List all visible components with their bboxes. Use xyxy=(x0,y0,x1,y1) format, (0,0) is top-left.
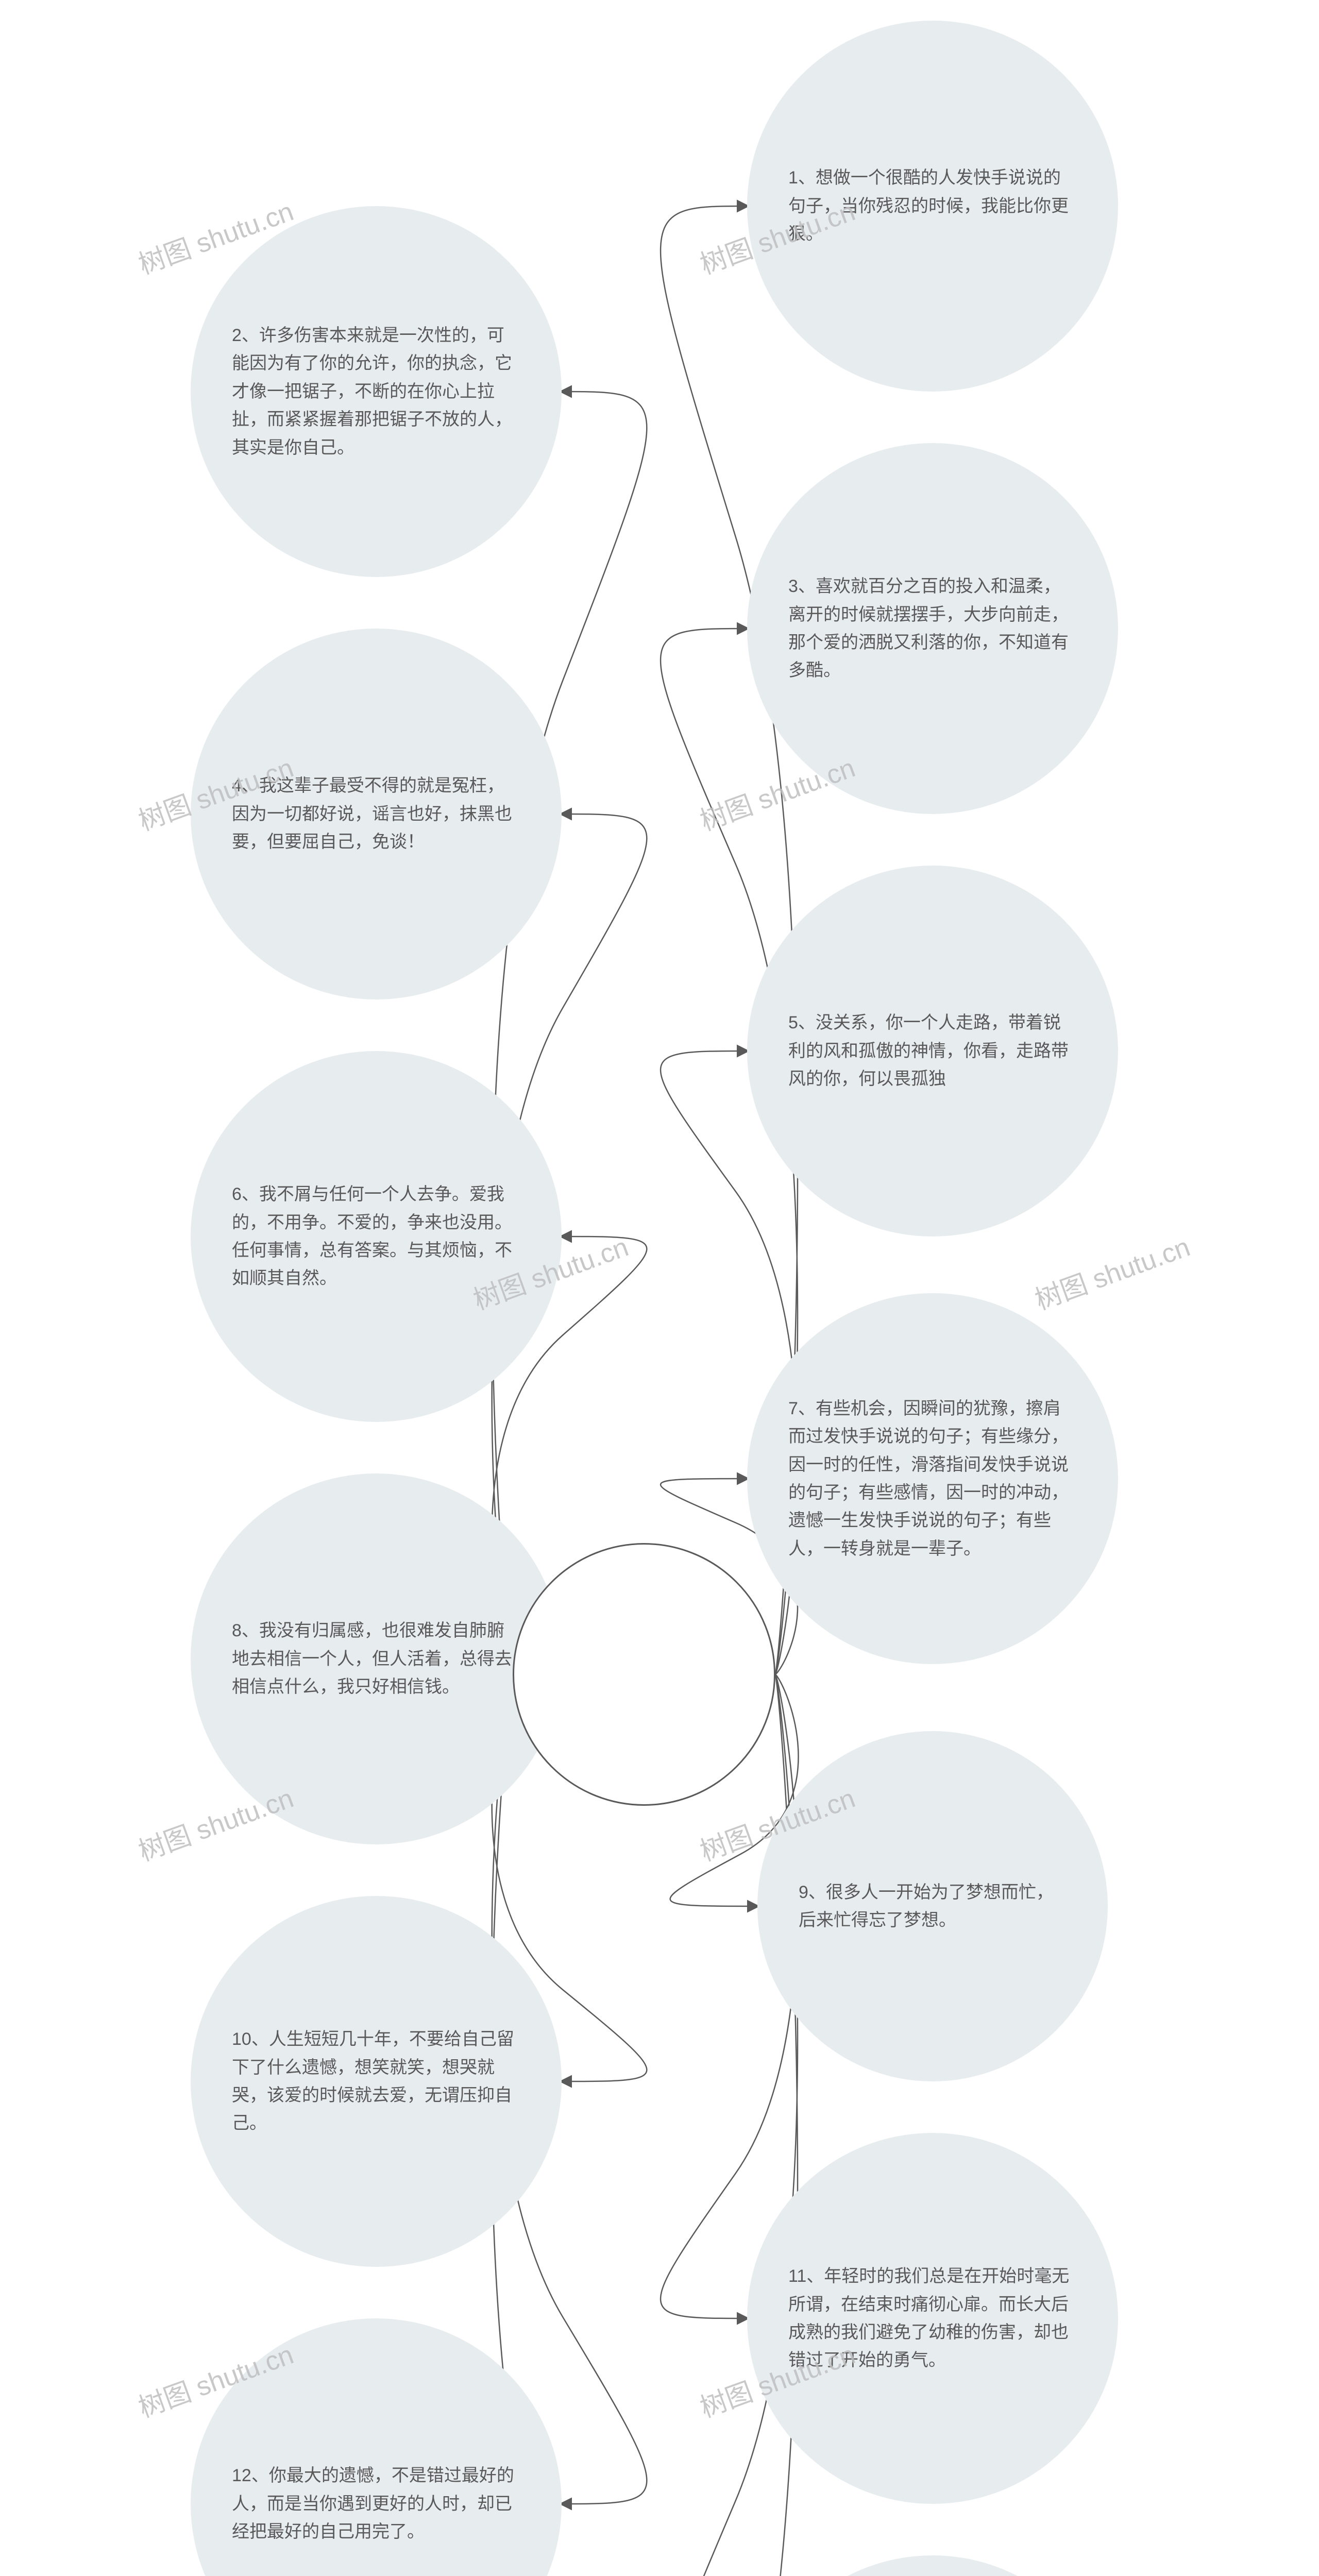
mindmap-node: 2、许多伤害本来就是一次性的，可能因为有了你的允许，你的执念，它才像一把锯子，不… xyxy=(191,206,562,577)
mindmap-node-text: 9、很多人一开始为了梦想而忙，后来忙得忘了梦想。 xyxy=(757,1878,1108,1935)
mindmap-node: 12、你最大的遗憾，不是错过最好的人，而是当你遇到更好的人时，却已经把最好的自己… xyxy=(191,2318,562,2576)
mindmap-node-text: 7、有些机会，因瞬间的犹豫，擦肩而过发快手说说的句子；有些缘分，因一时的任性，滑… xyxy=(747,1395,1118,1563)
mindmap-node-text: 6、我不屑与任何一个人去争。爱我的，不用争。不爱的，争来也没用。任何事情，总有答… xyxy=(191,1180,562,1293)
mindmap-node-text: 2、许多伤害本来就是一次性的，可能因为有了你的允许，你的执念，它才像一把锯子，不… xyxy=(191,321,562,462)
mindmap-node-text: 4、我这辈子最受不得的就是冤枉，因为一切都好说，谣言也好，抹黑也要，但要屈自己，… xyxy=(191,772,562,856)
mindmap-node-text: 3、喜欢就百分之百的投入和温柔，离开的时候就摆摆手，大步向前走，那个爱的洒脱又利… xyxy=(747,572,1118,685)
mindmap-node: 4、我这辈子最受不得的就是冤枉，因为一切都好说，谣言也好，抹黑也要，但要屈自己，… xyxy=(191,629,562,999)
mindmap-node: 10、人生短短几十年，不要给自己留下了什么遗憾，想笑就笑，想哭就哭，该爱的时候就… xyxy=(191,1896,562,2267)
mindmap-stage: 1、想做一个很酷的人发快手说说的句子，当你残忍的时候，我能比你更狠。 2、许多伤害… xyxy=(0,0,1319,2576)
mindmap-node: 1、想做一个很酷的人发快手说说的句子，当你残忍的时候，我能比你更狠。 xyxy=(747,21,1118,392)
mindmap-node: 7、有些机会，因瞬间的犹豫，擦肩而过发快手说说的句子；有些缘分，因一时的任性，滑… xyxy=(747,1293,1118,1664)
mindmap-node: 11、年轻时的我们总是在开始时毫无所谓，在结束时痛彻心扉。而长大后成熟的我们避免… xyxy=(747,2133,1118,2504)
mindmap-node: 5、没关系，你一个人走路，带着锐利的风和孤傲的神情，你看，走路带风的你，何以畏孤… xyxy=(747,866,1118,1236)
mindmap-node: 6、我不屑与任何一个人去争。爱我的，不用争。不爱的，争来也没用。任何事情，总有答… xyxy=(191,1051,562,1422)
mindmap-node-text: 8、我没有归属感，也很难发自肺腑地去相信一个人，但人活着，总得去相信点什么，我只… xyxy=(191,1617,562,1701)
mindmap-node: 9、很多人一开始为了梦想而忙，后来忙得忘了梦想。 xyxy=(757,1731,1108,2081)
watermark: 树图 shutu.cn xyxy=(1029,1225,1195,1317)
mindmap-node-text: 5、没关系，你一个人走路，带着锐利的风和孤傲的神情，你看，走路带风的你，何以畏孤… xyxy=(747,1009,1118,1093)
mindmap-node: 8、我没有归属感，也很难发自肺腑地去相信一个人，但人活着，总得去相信点什么，我只… xyxy=(191,1473,562,1844)
mindmap-node: 3、喜欢就百分之百的投入和温柔，离开的时候就摆摆手，大步向前走，那个爱的洒脱又利… xyxy=(747,443,1118,814)
mindmap-center xyxy=(513,1543,775,1806)
mindmap-node: 13、不妨先做出点成绩，然后再去强调你的感受，否则，生命中只有唧唧歪歪，怎么看都… xyxy=(747,2555,1118,2576)
mindmap-node-text: 12、你最大的遗憾，不是错过最好的人，而是当你遇到更好的人时，却已经把最好的自己… xyxy=(191,2462,562,2546)
mindmap-node-text: 10、人生短短几十年，不要给自己留下了什么遗憾，想笑就笑，想哭就哭，该爱的时候就… xyxy=(191,2025,562,2138)
mindmap-node-text: 11、年轻时的我们总是在开始时毫无所谓，在结束时痛彻心扉。而长大后成熟的我们避免… xyxy=(747,2262,1118,2375)
mindmap-node-text: 1、想做一个很酷的人发快手说说的句子，当你残忍的时候，我能比你更狠。 xyxy=(747,164,1118,248)
